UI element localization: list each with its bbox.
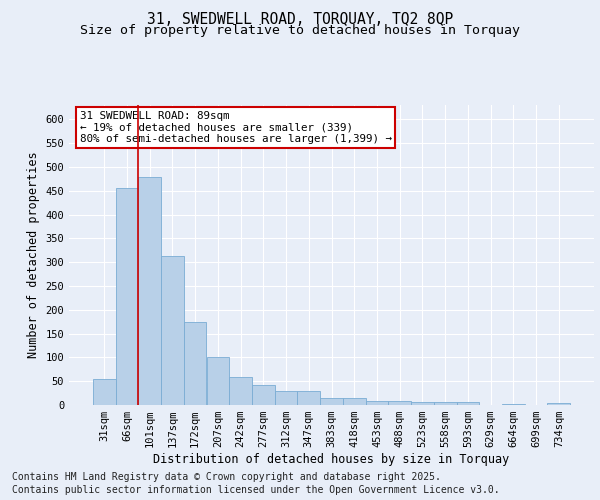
Bar xyxy=(206,358,229,405)
Bar xyxy=(343,398,365,405)
Bar xyxy=(161,256,184,405)
Text: Size of property relative to detached houses in Torquay: Size of property relative to detached ho… xyxy=(80,24,520,37)
Text: Contains public sector information licensed under the Open Government Licence v3: Contains public sector information licen… xyxy=(12,485,500,495)
Text: 31, SWEDWELL ROAD, TORQUAY, TQ2 8QP: 31, SWEDWELL ROAD, TORQUAY, TQ2 8QP xyxy=(147,12,453,28)
Bar xyxy=(298,390,320,405)
Bar xyxy=(184,322,206,405)
Bar xyxy=(547,403,570,405)
Bar xyxy=(229,377,252,405)
Bar xyxy=(275,390,298,405)
Bar xyxy=(411,402,434,405)
Bar xyxy=(93,379,116,405)
Text: Contains HM Land Registry data © Crown copyright and database right 2025.: Contains HM Land Registry data © Crown c… xyxy=(12,472,441,482)
Text: 31 SWEDWELL ROAD: 89sqm
← 19% of detached houses are smaller (339)
80% of semi-d: 31 SWEDWELL ROAD: 89sqm ← 19% of detache… xyxy=(79,111,392,144)
Y-axis label: Number of detached properties: Number of detached properties xyxy=(27,152,40,358)
Bar xyxy=(320,398,343,405)
Bar xyxy=(388,400,411,405)
Bar xyxy=(365,400,388,405)
Bar xyxy=(116,188,139,405)
Bar xyxy=(457,402,479,405)
X-axis label: Distribution of detached houses by size in Torquay: Distribution of detached houses by size … xyxy=(154,453,509,466)
Bar xyxy=(434,402,457,405)
Bar xyxy=(252,385,275,405)
Bar xyxy=(139,178,161,405)
Bar xyxy=(502,404,524,405)
